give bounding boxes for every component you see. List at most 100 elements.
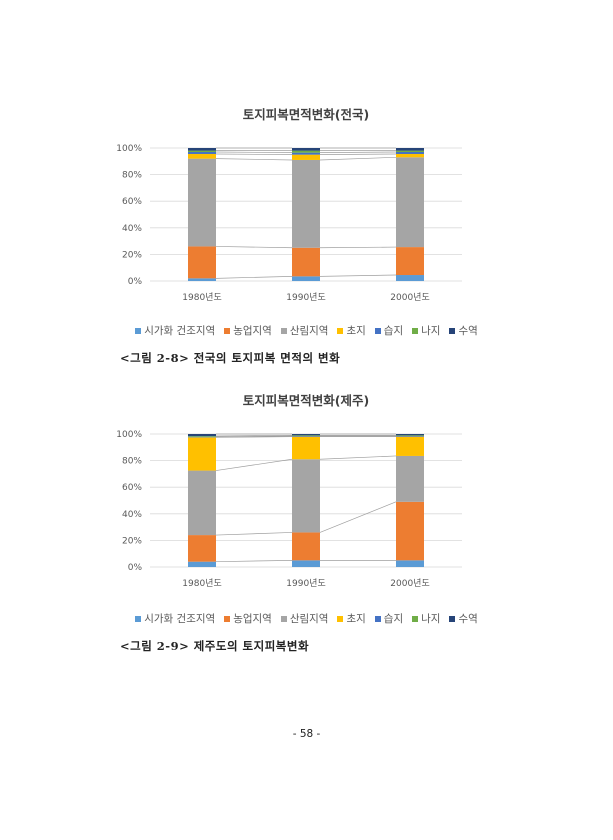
legend-swatch <box>337 327 344 334</box>
series-line <box>215 560 293 563</box>
chart-svg: 토지피복면적변화(전국) 0% 20% 40% 60% 80% 100% 1980년도 1990… <box>116 107 462 303</box>
y-tick-label: 0% <box>128 277 143 287</box>
bar-segment <box>188 435 216 437</box>
y-tick-label: 40% <box>122 224 142 234</box>
y-tick-label: 100% <box>116 144 142 154</box>
bar-segment <box>292 436 320 460</box>
bar-segment <box>396 435 424 436</box>
bar-segment <box>292 435 320 437</box>
bar-segment <box>292 159 320 248</box>
bar-segment <box>292 152 320 155</box>
bar-segment <box>396 151 424 154</box>
y-tick-label: 60% <box>122 197 142 207</box>
legend-label: 나지 <box>421 325 441 337</box>
series-line <box>215 436 293 438</box>
legend-label: 농업지역 <box>233 613 272 625</box>
y-tick-label: 20% <box>122 250 142 260</box>
legend-swatch <box>224 327 231 334</box>
bar-segment <box>396 560 424 567</box>
bar-segment <box>292 435 320 436</box>
legend-item: 농업지역 <box>224 323 272 338</box>
bar-segment <box>396 501 424 561</box>
bar-segment <box>396 434 424 436</box>
bar-segment <box>188 437 216 471</box>
legend-label: 시가화 건조지역 <box>144 325 216 337</box>
y-tick-label: 60% <box>122 483 142 493</box>
bar-segment <box>188 434 216 436</box>
x-tick-label: 1990년도 <box>286 292 325 303</box>
legend-swatch <box>412 615 419 622</box>
bar-segment <box>396 435 424 437</box>
y-tick-label: 20% <box>122 536 142 546</box>
chart-svg: 토지피복면적변화(제주) 0% 20% 40% 60% 80% 100% 1980년도 1990… <box>116 393 462 589</box>
legend-label: 초지 <box>346 613 366 625</box>
series-line <box>215 458 293 471</box>
y-tick-label: 80% <box>122 457 142 467</box>
bar-segment <box>396 436 424 456</box>
legend-swatch <box>449 327 456 334</box>
legend-item: 나지 <box>412 611 440 626</box>
legend-item: 농업지역 <box>224 611 272 626</box>
bar-segment <box>188 278 216 281</box>
series-line <box>319 153 397 155</box>
x-tick-label: 1980년도 <box>182 578 221 589</box>
bar-segment <box>396 275 424 281</box>
bar-segment <box>396 247 424 276</box>
bar-segment <box>188 535 216 562</box>
legend-item: 시가화 건조지역 <box>135 323 215 338</box>
bar-segment <box>188 561 216 567</box>
chart-national: 토지피복면적변화(전국) 0% 20% 40% 60% 80% 100% 1980년도 1990… <box>0 100 613 315</box>
legend-swatch <box>224 615 231 622</box>
bar-segment <box>292 247 320 277</box>
bar-segment <box>292 459 320 533</box>
series-line <box>319 274 397 277</box>
chart-title: 토지피복면적변화(제주) <box>243 393 369 408</box>
bar-segment <box>188 150 216 152</box>
legend-item: 초지 <box>337 323 366 338</box>
series-line <box>215 435 293 438</box>
bar-segment <box>396 148 424 151</box>
legend-label: 나지 <box>421 613 441 625</box>
series-line <box>215 153 293 155</box>
chart-title: 토지피복면적변화(전국) <box>243 107 369 122</box>
series-line <box>215 158 293 161</box>
y-tick-label: 80% <box>122 171 142 181</box>
bar-segment <box>292 154 320 160</box>
legend-swatch <box>374 327 381 334</box>
y-tick-label: 40% <box>122 510 142 520</box>
bar-segment <box>396 150 424 152</box>
x-tick-label: 1980년도 <box>182 292 221 303</box>
series-line <box>319 246 397 249</box>
y-tick-label: 100% <box>116 430 142 440</box>
legend-label: 농업지역 <box>233 325 272 337</box>
legend-label: 초지 <box>346 325 366 337</box>
legend-swatch <box>280 615 287 622</box>
bar-segment <box>396 455 424 502</box>
series-line <box>215 246 293 249</box>
legend-swatch <box>374 615 381 622</box>
x-tick-label: 2000년도 <box>390 292 429 303</box>
series-line <box>215 532 293 536</box>
bar-segment <box>292 150 320 153</box>
legend-label: 수역 <box>458 613 478 625</box>
series-line <box>215 434 293 437</box>
legend-swatch <box>449 615 456 622</box>
y-tick-label: 0% <box>128 563 143 573</box>
series-line <box>319 455 397 460</box>
legend-swatch <box>412 327 419 334</box>
bar-segment <box>292 560 320 567</box>
bar-segment <box>188 470 216 536</box>
legend-item: 나지 <box>412 323 440 338</box>
legend-label: 산림지역 <box>289 613 329 625</box>
series-line <box>319 151 397 154</box>
bar-segment <box>292 532 320 561</box>
legend-swatch <box>280 327 287 334</box>
bar-segment <box>292 148 320 151</box>
legend-item: 수역 <box>449 611 478 626</box>
bar-segment <box>396 153 424 158</box>
bar-segment <box>188 158 216 247</box>
series-line <box>319 501 397 533</box>
x-tick-label: 1990년도 <box>286 578 325 589</box>
bar-segment <box>292 434 320 436</box>
legend-item: 초지 <box>337 611 366 626</box>
